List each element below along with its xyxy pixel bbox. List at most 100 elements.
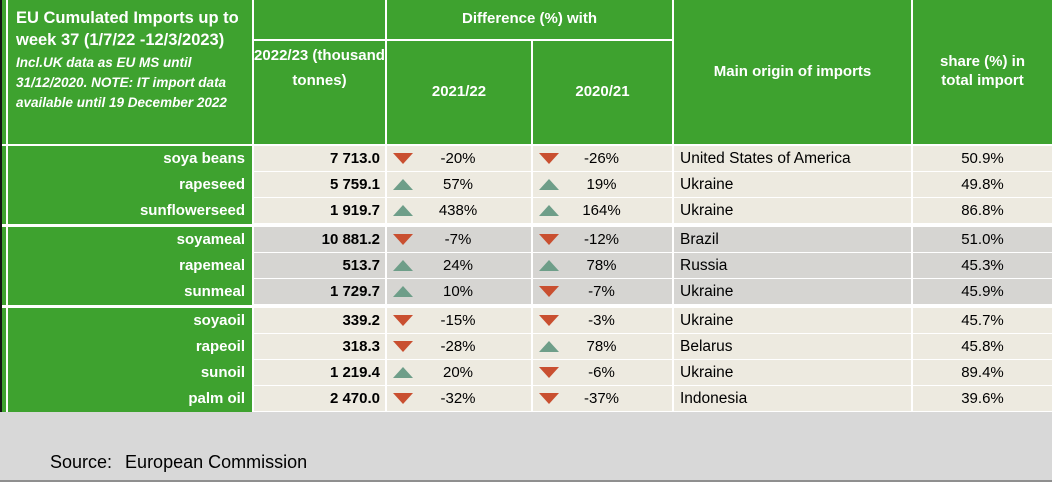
diff-2021-22-cell: 10% xyxy=(387,279,531,305)
row-spacer-cell xyxy=(2,253,6,279)
col-header-2020-21: 2020/21 xyxy=(533,41,672,144)
row-spacer-cell xyxy=(2,279,6,305)
col-header-2022-23: 2022/23 (thousand tonnes) xyxy=(254,41,385,144)
diff-2020-21-percent: -26% xyxy=(583,150,620,167)
diff-2020-21-cell: -3% xyxy=(533,308,672,334)
commodity-label: soyameal xyxy=(8,227,252,253)
trend-arrow-icon xyxy=(539,260,559,271)
trend-arrow-icon xyxy=(539,286,559,297)
commodity-label: palm oil xyxy=(8,386,252,412)
diff-2020-21-cell: -37% xyxy=(533,386,672,412)
imports-table: EU Cumulated Imports up to week 37 (1/7/… xyxy=(0,0,1052,412)
import-volume-value: 5 759.1 xyxy=(254,172,385,198)
share-percent-value: 39.6% xyxy=(913,386,1052,412)
commodity-label: rapeseed xyxy=(8,172,252,198)
trend-arrow-icon xyxy=(539,367,559,378)
import-volume-value: 1 729.7 xyxy=(254,279,385,305)
diff-2021-22-percent: 10% xyxy=(442,283,474,300)
commodity-label: sunoil xyxy=(8,360,252,386)
source-footer: Source: European Commission xyxy=(0,412,1052,482)
row-spacer-cell xyxy=(2,386,6,412)
diff-2020-21-percent: -37% xyxy=(583,390,620,407)
diff-2021-22-cell: -32% xyxy=(387,386,531,412)
diff-2021-22-cell: 438% xyxy=(387,198,531,224)
header-empty-cell xyxy=(254,0,385,39)
trend-arrow-icon xyxy=(393,234,413,245)
row-spacer-cell xyxy=(2,227,6,253)
diff-2020-21-cell: 78% xyxy=(533,253,672,279)
diff-2021-22-percent: 57% xyxy=(442,176,474,193)
row-spacer-cell xyxy=(2,308,6,334)
diff-2020-21-percent: 164% xyxy=(582,202,621,219)
trend-arrow-icon xyxy=(539,393,559,404)
diff-2021-22-cell: 24% xyxy=(387,253,531,279)
main-origin-value: Belarus xyxy=(674,334,911,360)
header-spacer-cell xyxy=(2,0,6,144)
diff-2020-21-cell: 19% xyxy=(533,172,672,198)
diff-2021-22-percent: 24% xyxy=(442,257,474,274)
col-header-share: share (%) in total import xyxy=(913,0,1052,144)
main-origin-value: Ukraine xyxy=(674,308,911,334)
diff-2020-21-cell: 164% xyxy=(533,198,672,224)
import-volume-value: 10 881.2 xyxy=(254,227,385,253)
main-origin-value: Ukraine xyxy=(674,172,911,198)
table-row: palm oil 2 470.0 -32% -37% Indonesia 39.… xyxy=(2,386,1052,412)
trend-arrow-icon xyxy=(393,260,413,271)
main-origin-value: Brazil xyxy=(674,227,911,253)
diff-2021-22-percent: 20% xyxy=(442,364,474,381)
trend-arrow-icon xyxy=(539,234,559,245)
trend-arrow-icon xyxy=(393,393,413,404)
main-origin-value: United States of America xyxy=(674,146,911,172)
table-row: rapeseed 5 759.1 57% 19% Ukraine 49.8% xyxy=(2,172,1052,198)
commodity-label: sunmeal xyxy=(8,279,252,305)
table-title: EU Cumulated Imports up to week 37 (1/7/… xyxy=(16,9,239,50)
col-header-2022-23-label: 2022/23 (thousand tonnes) xyxy=(254,47,385,89)
commodity-label: rapeoil xyxy=(8,334,252,360)
diff-2020-21-percent: -7% xyxy=(588,283,615,300)
share-percent-value: 45.7% xyxy=(913,308,1052,334)
import-volume-value: 1 219.4 xyxy=(254,360,385,386)
diff-2021-22-percent: -28% xyxy=(440,338,476,355)
table-group-oils: soyaoil 339.2 -15% -3% Ukraine 45.7% rap… xyxy=(2,308,1052,412)
row-spacer-cell xyxy=(2,198,6,224)
col-header-2021-22: 2021/22 xyxy=(387,41,531,144)
table-group-seeds: soya beans 7 713.0 -20% -26% United Stat… xyxy=(2,146,1052,224)
row-spacer-cell xyxy=(2,172,6,198)
share-percent-value: 49.8% xyxy=(913,172,1052,198)
share-percent-value: 45.3% xyxy=(913,253,1052,279)
diff-2021-22-cell: -28% xyxy=(387,334,531,360)
diff-2020-21-percent: 78% xyxy=(586,257,617,274)
share-percent-value: 86.8% xyxy=(913,198,1052,224)
table-row: sunflowerseed 1 919.7 438% 164% Ukraine … xyxy=(2,198,1052,224)
diff-2020-21-cell: -12% xyxy=(533,227,672,253)
table-row: rapeoil 318.3 -28% 78% Belarus 45.8% xyxy=(2,334,1052,360)
col-header-main-origin: Main origin of imports xyxy=(674,0,911,144)
source-value: European Commission xyxy=(125,452,308,472)
diff-2021-22-cell: -15% xyxy=(387,308,531,334)
main-origin-value: Ukraine xyxy=(674,198,911,224)
table-row: soyameal 10 881.2 -7% -12% Brazil 51.0% xyxy=(2,227,1052,253)
commodity-label: soya beans xyxy=(8,146,252,172)
table-row: soya beans 7 713.0 -20% -26% United Stat… xyxy=(2,146,1052,172)
trend-arrow-icon xyxy=(539,153,559,164)
commodity-label: soyaoil xyxy=(8,308,252,334)
share-percent-value: 45.8% xyxy=(913,334,1052,360)
diff-2020-21-percent: 78% xyxy=(586,338,617,355)
diff-2021-22-percent: -15% xyxy=(440,312,476,329)
diff-2020-21-percent: -12% xyxy=(583,231,620,248)
share-percent-value: 50.9% xyxy=(913,146,1052,172)
trend-arrow-icon xyxy=(393,341,413,352)
main-origin-value: Russia xyxy=(674,253,911,279)
trend-arrow-icon xyxy=(393,315,413,326)
import-volume-value: 1 919.7 xyxy=(254,198,385,224)
trend-arrow-icon xyxy=(539,179,559,190)
import-volume-value: 7 713.0 xyxy=(254,146,385,172)
row-spacer-cell xyxy=(2,360,6,386)
share-percent-value: 51.0% xyxy=(913,227,1052,253)
commodity-label: rapemeal xyxy=(8,253,252,279)
diff-2021-22-percent: -20% xyxy=(440,150,476,167)
import-volume-value: 2 470.0 xyxy=(254,386,385,412)
diff-2020-21-cell: 78% xyxy=(533,334,672,360)
main-origin-value: Ukraine xyxy=(674,279,911,305)
